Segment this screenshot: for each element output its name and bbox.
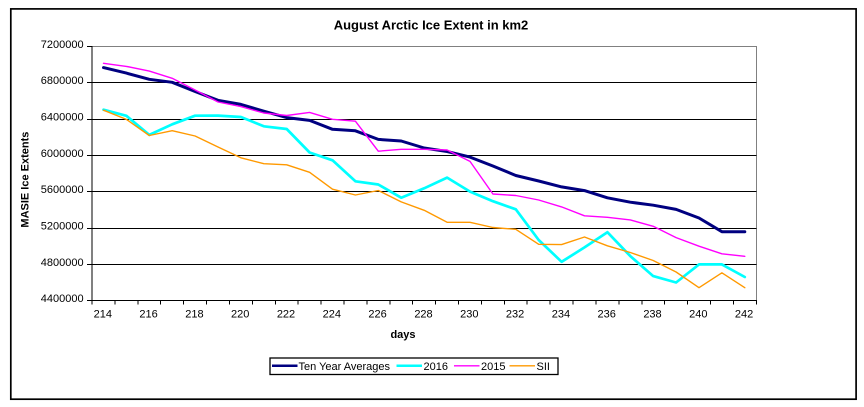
svg-text:6000000: 6000000 (41, 148, 84, 160)
svg-text:224: 224 (323, 309, 341, 321)
svg-text:Ten Year Averages: Ten Year Averages (299, 361, 391, 373)
svg-text:226: 226 (368, 309, 386, 321)
svg-text:230: 230 (460, 309, 478, 321)
svg-text:August Arctic Ice Extent in km: August Arctic Ice Extent in km2 (334, 18, 529, 33)
svg-text:242: 242 (735, 309, 753, 321)
svg-text:MASIE Ice Extents: MASIE Ice Extents (20, 132, 32, 228)
svg-text:5200000: 5200000 (41, 221, 84, 233)
svg-text:SII: SII (537, 361, 550, 373)
svg-text:2016: 2016 (424, 361, 448, 373)
svg-text:236: 236 (598, 309, 616, 321)
svg-text:4400000: 4400000 (41, 293, 84, 305)
svg-text:232: 232 (506, 309, 524, 321)
svg-text:214: 214 (94, 309, 112, 321)
svg-text:6400000: 6400000 (41, 112, 84, 124)
svg-text:7200000: 7200000 (41, 39, 84, 51)
svg-text:234: 234 (552, 309, 570, 321)
svg-text:220: 220 (231, 309, 249, 321)
svg-text:240: 240 (689, 309, 707, 321)
svg-text:222: 222 (277, 309, 295, 321)
svg-text:218: 218 (185, 309, 203, 321)
svg-text:216: 216 (139, 309, 157, 321)
svg-text:238: 238 (643, 309, 661, 321)
svg-text:days: days (390, 329, 415, 341)
svg-text:2015: 2015 (481, 361, 505, 373)
svg-text:4800000: 4800000 (41, 257, 84, 269)
svg-text:228: 228 (414, 309, 432, 321)
svg-text:6800000: 6800000 (41, 75, 84, 87)
svg-text:5600000: 5600000 (41, 184, 84, 196)
